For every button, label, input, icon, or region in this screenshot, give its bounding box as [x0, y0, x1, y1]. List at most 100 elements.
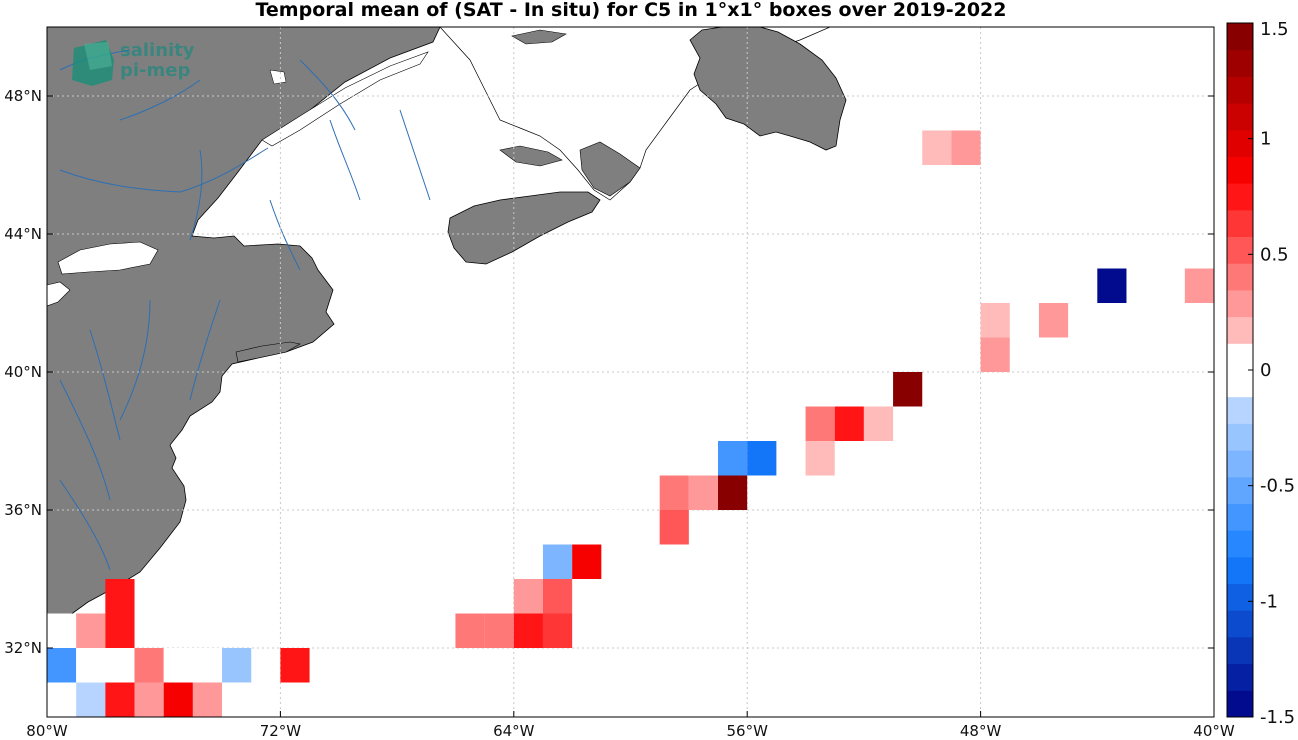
colorbar-swatch	[1227, 583, 1253, 611]
land-north-america	[47, 27, 441, 629]
heatmap-cell	[980, 303, 1010, 338]
x-tick-label: 56°W	[726, 722, 768, 740]
colorbar-swatch	[1227, 476, 1253, 504]
colorbar-swatch	[1227, 343, 1253, 371]
colorbar-swatch	[1227, 370, 1253, 398]
x-tick-label: 72°W	[260, 722, 302, 740]
x-tick-label: 64°W	[493, 722, 535, 740]
colorbar-swatch	[1227, 49, 1253, 77]
heatmap-cell	[484, 613, 514, 648]
heatmap-cell	[105, 613, 135, 648]
colorbar-swatch	[1227, 423, 1253, 451]
heatmap-cell	[222, 648, 252, 683]
heatmap-cell	[47, 648, 77, 683]
salinity-pi-mep-logo: salinity pi-mep	[72, 40, 195, 86]
land-pei	[499, 145, 563, 167]
colorbar-tick-label: -1.5	[1260, 707, 1295, 728]
land-newfoundland	[689, 27, 847, 151]
heatmap-cell	[280, 648, 310, 683]
heatmap-cell	[105, 682, 135, 717]
heatmap-cell	[134, 648, 164, 683]
chart-title: Temporal mean of (SAT - In situ) for C5 …	[255, 0, 1006, 21]
lake-st-jean	[269, 69, 287, 85]
colorbar-swatch	[1227, 396, 1253, 424]
y-tick-label: 32°N	[4, 639, 42, 657]
heatmap-cell	[718, 475, 748, 510]
y-axis: 32°N 36°N 40°N 44°N 48°N	[4, 87, 1214, 657]
heatmap-cell	[163, 682, 193, 717]
heatmap-cells	[47, 130, 1214, 717]
colorbar-swatch	[1227, 236, 1253, 264]
heatmap-cell	[1184, 268, 1214, 303]
colorbar-tick-label: 1.5	[1260, 19, 1289, 40]
colorbar: 1.5 1 0.5 0 -0.5 -1 -1.5	[1226, 19, 1295, 728]
heatmap-cell	[893, 372, 923, 407]
heatmap-cell	[834, 406, 864, 441]
y-tick-label: 36°N	[4, 501, 42, 519]
colorbar-swatch	[1227, 263, 1253, 291]
heatmap-cell	[718, 441, 748, 476]
colorbar-swatch	[1227, 103, 1253, 131]
colorbar-tick-label: 1	[1260, 129, 1271, 150]
heatmap-cell	[805, 441, 835, 476]
heatmap-cell	[192, 648, 223, 683]
heatmap-cell	[659, 510, 689, 545]
heatmap-cell	[76, 682, 106, 717]
colorbar-tick-label: -0.5	[1260, 476, 1295, 497]
colorbar-swatch	[1227, 663, 1253, 691]
x-tick-label: 40°W	[1193, 722, 1235, 740]
heatmap-cell	[542, 544, 573, 579]
heatmap-cell	[76, 648, 106, 683]
st-lawrence-estuary	[261, 51, 429, 147]
heatmap-cell	[922, 130, 952, 165]
heatmap-cell	[659, 475, 689, 510]
colorbar-tick-label: 0.5	[1260, 244, 1289, 265]
land-anticosti	[511, 29, 567, 45]
heatmap-cell	[134, 682, 164, 717]
y-tick-label: 44°N	[4, 225, 42, 243]
heatmap-cell	[542, 579, 573, 614]
colorbar-swatch	[1227, 636, 1253, 665]
lake-erie	[47, 281, 71, 307]
colorbar-tick-label: 0	[1260, 360, 1271, 381]
colorbar-swatch	[1227, 690, 1253, 718]
heatmap-cell	[747, 441, 777, 476]
heatmap-cell	[105, 648, 135, 683]
heatmap-cell	[542, 613, 573, 648]
colorbar-swatch	[1227, 530, 1253, 558]
heatmap-cell	[76, 613, 106, 648]
heatmap-cell	[455, 613, 485, 648]
colorbar-swatch	[1227, 129, 1253, 157]
x-tick-label: 48°W	[960, 722, 1002, 740]
colorbar-swatch	[1227, 556, 1253, 585]
land-nova-scotia	[447, 191, 601, 265]
heatmap-cell	[572, 544, 602, 579]
x-tick-label: 80°W	[26, 722, 68, 740]
heatmap-cell	[192, 682, 223, 717]
land-cape-breton	[579, 141, 641, 197]
colorbar-swatch	[1227, 76, 1253, 104]
y-tick-label: 48°N	[4, 87, 42, 105]
colorbar-swatch	[1227, 450, 1253, 478]
heatmap-cell	[163, 648, 193, 683]
land-long-island	[235, 341, 301, 363]
heatmap-cell	[951, 130, 981, 165]
colorbar-swatch	[1227, 610, 1253, 638]
colorbar-swatch	[1227, 156, 1253, 184]
colorbar-swatch	[1227, 183, 1253, 211]
colorbar-swatch	[1227, 209, 1253, 238]
heatmap-cell	[601, 510, 631, 545]
colorbar-swatch	[1227, 316, 1253, 344]
heatmap-cell	[513, 613, 543, 648]
heatmap-cell	[1038, 303, 1069, 338]
heatmap-cell	[105, 579, 135, 614]
heatmap-cell	[222, 682, 252, 717]
heatmap-cell	[1097, 268, 1127, 303]
heatmap-cell	[893, 130, 923, 165]
colorbar-swatch	[1227, 23, 1253, 51]
y-tick-label: 40°N	[4, 363, 42, 381]
logo-text-line1: salinity	[120, 40, 195, 61]
lake-ontario	[57, 241, 159, 275]
heatmap-cell	[980, 337, 1010, 372]
